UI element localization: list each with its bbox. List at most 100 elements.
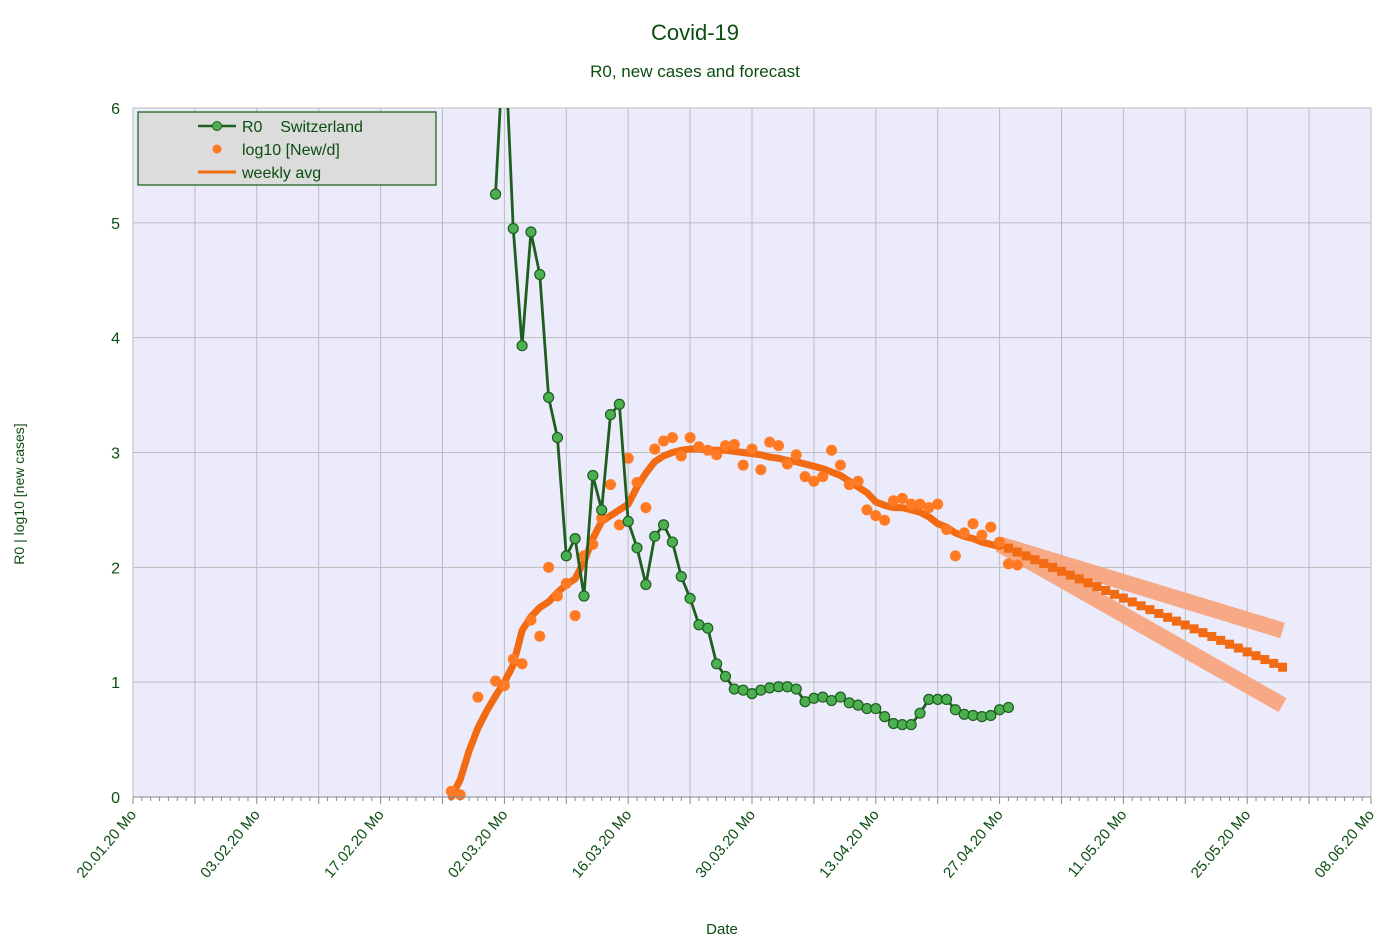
r0-point bbox=[985, 709, 997, 722]
forecast-marker bbox=[1136, 601, 1146, 611]
forecast-marker bbox=[1065, 570, 1075, 580]
forecast-marker bbox=[1171, 616, 1181, 626]
r0-point bbox=[604, 409, 617, 421]
forecast-marker bbox=[1012, 547, 1022, 557]
cases-point bbox=[551, 590, 563, 602]
forecast-marker bbox=[1101, 585, 1111, 595]
r0-point bbox=[640, 578, 652, 591]
forecast-marker bbox=[1145, 605, 1155, 615]
forecast-marker bbox=[1092, 582, 1102, 592]
cases-point bbox=[941, 523, 953, 535]
cases-point bbox=[1011, 559, 1023, 571]
y-tick-label: 4 bbox=[111, 331, 120, 348]
cases-point bbox=[605, 479, 617, 491]
r0-point bbox=[560, 550, 572, 562]
cases-point bbox=[870, 510, 882, 522]
cases-point bbox=[702, 444, 714, 456]
r0-point bbox=[596, 504, 608, 516]
cases-point bbox=[631, 476, 643, 488]
cases-point bbox=[985, 521, 997, 533]
cases-point bbox=[852, 475, 864, 487]
r0-series-layer bbox=[489, 108, 1015, 731]
cases-point bbox=[799, 471, 811, 483]
r0-point bbox=[489, 188, 502, 200]
cases-point bbox=[666, 432, 678, 444]
cases-point bbox=[914, 498, 926, 510]
cases-point bbox=[781, 458, 793, 470]
x-tick-label: 30.03.20 Mo bbox=[692, 807, 759, 882]
forecast-marker bbox=[1216, 635, 1226, 645]
cases-point bbox=[905, 498, 917, 510]
x-tick-label: 11.05.20 Mo bbox=[1065, 807, 1131, 881]
r0-point bbox=[569, 533, 581, 545]
x-tick-label: 27.04.20 Mo bbox=[940, 807, 1007, 882]
forecast-marker bbox=[1083, 578, 1093, 588]
r0-point bbox=[711, 658, 723, 670]
r0-point bbox=[657, 519, 670, 531]
forecast-markers-layer bbox=[995, 539, 1288, 672]
cases-point bbox=[826, 444, 838, 456]
legend: R0 Switzerland log10 [New/d] weekly avg bbox=[137, 111, 437, 186]
cases-point bbox=[976, 529, 988, 541]
r0-point bbox=[613, 398, 625, 410]
cases-point bbox=[958, 527, 970, 539]
forecast-marker bbox=[1251, 651, 1261, 661]
cases-point bbox=[560, 577, 572, 589]
cases-point bbox=[879, 514, 891, 526]
cases-point bbox=[719, 440, 731, 452]
forecast-band-upper bbox=[997, 536, 1285, 639]
cases-point bbox=[498, 680, 510, 692]
cases-point bbox=[755, 464, 767, 476]
cases-point bbox=[764, 436, 776, 448]
legend-box bbox=[137, 111, 437, 186]
r0-point bbox=[516, 340, 528, 352]
forecast-marker bbox=[1207, 632, 1217, 642]
r0-point bbox=[834, 691, 847, 703]
cases-point bbox=[896, 492, 908, 504]
chart-subtitle: R0, new cases and forecast bbox=[590, 62, 800, 81]
x-tick-label: 16.03.20 Mo bbox=[569, 807, 636, 882]
cases-point bbox=[923, 502, 935, 514]
x-tick-label: 03.02.20 Mo bbox=[197, 807, 264, 882]
chart-title: Covid-19 bbox=[651, 20, 739, 45]
legend-r0-marker bbox=[212, 121, 222, 131]
y-tick-label: 5 bbox=[111, 216, 120, 233]
forecast-marker bbox=[1030, 555, 1040, 565]
forecast-marker bbox=[1154, 608, 1164, 618]
x-axis-label: Date bbox=[706, 921, 738, 938]
r0-point bbox=[675, 570, 687, 583]
cases-point bbox=[472, 691, 484, 703]
cases-point bbox=[534, 630, 546, 642]
r0-point bbox=[905, 719, 917, 731]
r0-point bbox=[879, 711, 891, 723]
forecast-marker bbox=[1057, 566, 1066, 576]
cases-point bbox=[613, 519, 625, 531]
cases-point bbox=[507, 653, 519, 665]
cases-point bbox=[640, 502, 652, 514]
r0-point bbox=[551, 431, 564, 444]
forecast-marker bbox=[1003, 543, 1013, 553]
r0-point bbox=[719, 670, 732, 683]
cases-point bbox=[861, 504, 873, 516]
cases-point bbox=[932, 498, 944, 510]
x-tick-label: 02.03.20 Mo bbox=[445, 807, 512, 882]
cases-point bbox=[773, 440, 785, 452]
r0-point bbox=[1002, 701, 1015, 714]
cases-point bbox=[596, 512, 608, 524]
r0-point bbox=[587, 469, 599, 482]
cases-point bbox=[684, 432, 696, 444]
forecast-marker bbox=[1225, 639, 1235, 649]
forecast-marker bbox=[1189, 624, 1199, 634]
forecast-marker bbox=[1048, 562, 1058, 572]
cases-point bbox=[994, 536, 1006, 548]
cases-point bbox=[887, 495, 899, 507]
forecast-marker bbox=[1110, 589, 1120, 599]
forecast-band-layer bbox=[995, 536, 1287, 713]
cases-point bbox=[1002, 558, 1014, 570]
cases-point bbox=[746, 443, 758, 455]
r0-point bbox=[543, 391, 555, 403]
forecast-marker bbox=[1074, 574, 1084, 584]
cases-scatter-layer bbox=[445, 432, 1023, 801]
cases-point bbox=[967, 518, 979, 530]
